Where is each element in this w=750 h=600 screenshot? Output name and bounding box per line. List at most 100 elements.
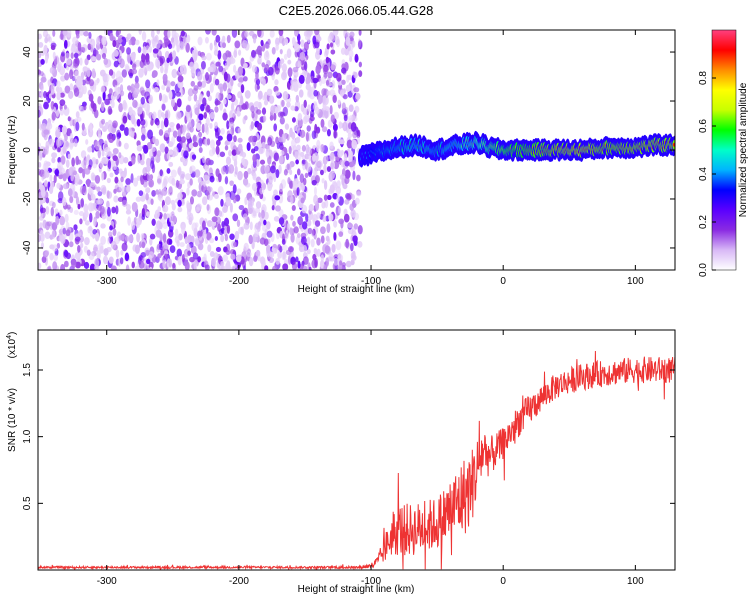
snr-ytick-label: 1.5 (22, 363, 33, 377)
noise-blob (186, 207, 192, 217)
noise-blob (202, 180, 207, 187)
noise-blob (75, 261, 81, 269)
noise-blob (179, 40, 184, 51)
noise-blob (198, 146, 203, 154)
noise-blob (186, 243, 191, 251)
noise-blob (203, 253, 207, 262)
noise-blob (290, 105, 296, 111)
noise-blob (57, 61, 62, 70)
noise-blob (103, 57, 109, 66)
noise-blob (295, 159, 299, 165)
noise-blob (53, 254, 59, 261)
noise-blob (93, 218, 97, 227)
noise-blob (350, 122, 357, 132)
noise-blob (85, 155, 90, 166)
noise-blob (159, 55, 166, 64)
noise-blob (329, 184, 335, 194)
noise-blob (118, 152, 122, 159)
noise-blob (94, 140, 101, 151)
noise-blob (344, 32, 350, 39)
noise-blob (354, 55, 359, 62)
noise-blob (96, 249, 101, 260)
noise-blob (329, 89, 336, 97)
noise-blob (164, 110, 169, 119)
noise-blob (96, 77, 100, 84)
noise-blob (43, 129, 50, 135)
noise-blob (198, 243, 204, 251)
noise-blob (154, 209, 160, 219)
noise-blob (116, 129, 121, 140)
noise-blob (226, 260, 231, 268)
noise-blob (44, 180, 48, 187)
noise-blob (138, 190, 144, 197)
noise-blob (244, 115, 248, 121)
noise-blob (185, 104, 191, 113)
noise-blob (65, 52, 70, 60)
noise-blob (307, 104, 311, 112)
noise-blob (80, 198, 85, 208)
noise-blob (101, 118, 106, 125)
noise-blob (209, 111, 215, 120)
noise-blob (88, 31, 92, 39)
noise-blob (40, 90, 44, 99)
noise-blob (97, 149, 101, 159)
noise-blob (325, 56, 330, 64)
noise-blob (255, 70, 259, 81)
noise-blob (43, 44, 48, 55)
noise-blob (305, 131, 309, 142)
noise-blob (299, 129, 306, 139)
noise-blob (64, 85, 71, 94)
noise-blob (147, 63, 152, 72)
noise-blob (131, 201, 138, 212)
noise-blob (195, 99, 200, 107)
noise-blob (296, 168, 301, 176)
noise-blob (215, 127, 221, 136)
noise-blob (248, 256, 254, 267)
noise-blob (222, 254, 229, 262)
noise-blob (142, 167, 148, 176)
noise-blob (181, 136, 186, 143)
noise-blob (100, 223, 106, 229)
noise-blob (281, 63, 287, 73)
noise-blob (97, 96, 102, 105)
noise-blob (278, 30, 284, 37)
noise-blob (339, 89, 345, 97)
noise-blob (75, 121, 80, 132)
noise-blob (271, 246, 276, 255)
noise-blob (47, 265, 52, 270)
noise-blob (285, 152, 290, 161)
noise-blob (268, 95, 275, 104)
noise-blob (108, 135, 115, 144)
noise-blob (108, 256, 114, 264)
noise-blob (91, 157, 97, 165)
noise-blob (203, 138, 208, 146)
noise-blob (250, 105, 255, 113)
noise-blob (111, 100, 115, 109)
noise-blob (136, 144, 143, 152)
noise-blob (290, 84, 295, 91)
noise-blob (120, 36, 127, 47)
noise-blob (320, 254, 325, 262)
noise-blob (185, 132, 191, 139)
noise-blob (304, 35, 311, 41)
noise-blob (297, 60, 302, 68)
noise-blob (77, 41, 82, 52)
noise-blob (150, 30, 155, 38)
noise-blob (93, 244, 98, 252)
noise-blob (130, 83, 135, 93)
noise-blob (318, 36, 322, 42)
noise-blob (193, 93, 198, 102)
noise-blob (348, 104, 354, 112)
noise-blob (88, 159, 93, 168)
noise-blob (123, 167, 127, 178)
noise-blob (112, 155, 118, 162)
noise-blob (100, 235, 106, 245)
noise-blob (51, 111, 56, 121)
noise-blob (168, 258, 172, 268)
noise-blob (332, 123, 338, 132)
snr-xtick-label: -200 (229, 576, 249, 587)
noise-blob (136, 118, 141, 127)
noise-blob (97, 191, 103, 197)
noise-blob (243, 76, 248, 82)
noise-blob (229, 233, 235, 240)
